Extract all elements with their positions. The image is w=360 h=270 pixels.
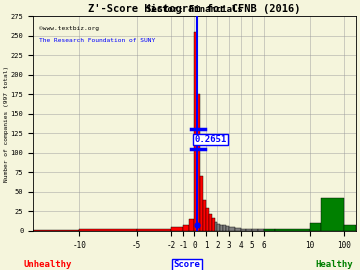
Bar <box>215 222 217 231</box>
Bar <box>223 225 226 231</box>
Bar <box>217 224 220 231</box>
Bar <box>206 208 209 231</box>
Bar <box>258 229 264 231</box>
Bar <box>235 228 240 231</box>
Text: Healthy: Healthy <box>315 260 353 269</box>
Y-axis label: Number of companies (997 total): Number of companies (997 total) <box>4 66 9 182</box>
Bar <box>252 229 258 231</box>
Bar <box>344 225 356 231</box>
Bar <box>321 198 344 231</box>
Bar <box>189 219 194 231</box>
Bar <box>137 229 171 231</box>
Bar <box>229 227 235 231</box>
Text: The Research Foundation of SUNY: The Research Foundation of SUNY <box>39 38 155 43</box>
Bar <box>203 200 206 231</box>
Bar <box>79 229 137 231</box>
Bar <box>275 229 310 231</box>
Text: 0.2651: 0.2651 <box>194 135 226 144</box>
Bar <box>183 225 189 231</box>
Bar <box>171 227 183 231</box>
Bar <box>197 94 200 231</box>
Bar <box>226 226 229 231</box>
Bar <box>200 176 203 231</box>
Text: ©www.textbiz.org: ©www.textbiz.org <box>39 26 99 31</box>
Bar <box>194 32 197 231</box>
Bar <box>209 214 212 231</box>
Bar <box>264 229 275 231</box>
Bar <box>212 218 215 231</box>
Bar <box>220 225 223 231</box>
Bar <box>246 229 252 231</box>
Bar <box>240 229 246 231</box>
Text: Score: Score <box>174 260 201 269</box>
Bar <box>310 223 321 231</box>
Bar <box>33 230 79 231</box>
Text: Unhealthy: Unhealthy <box>23 260 72 269</box>
Title: Z'-Score Histogram for CFNB (2016): Z'-Score Histogram for CFNB (2016) <box>88 4 301 14</box>
Text: Sector: Financials: Sector: Financials <box>146 5 243 14</box>
